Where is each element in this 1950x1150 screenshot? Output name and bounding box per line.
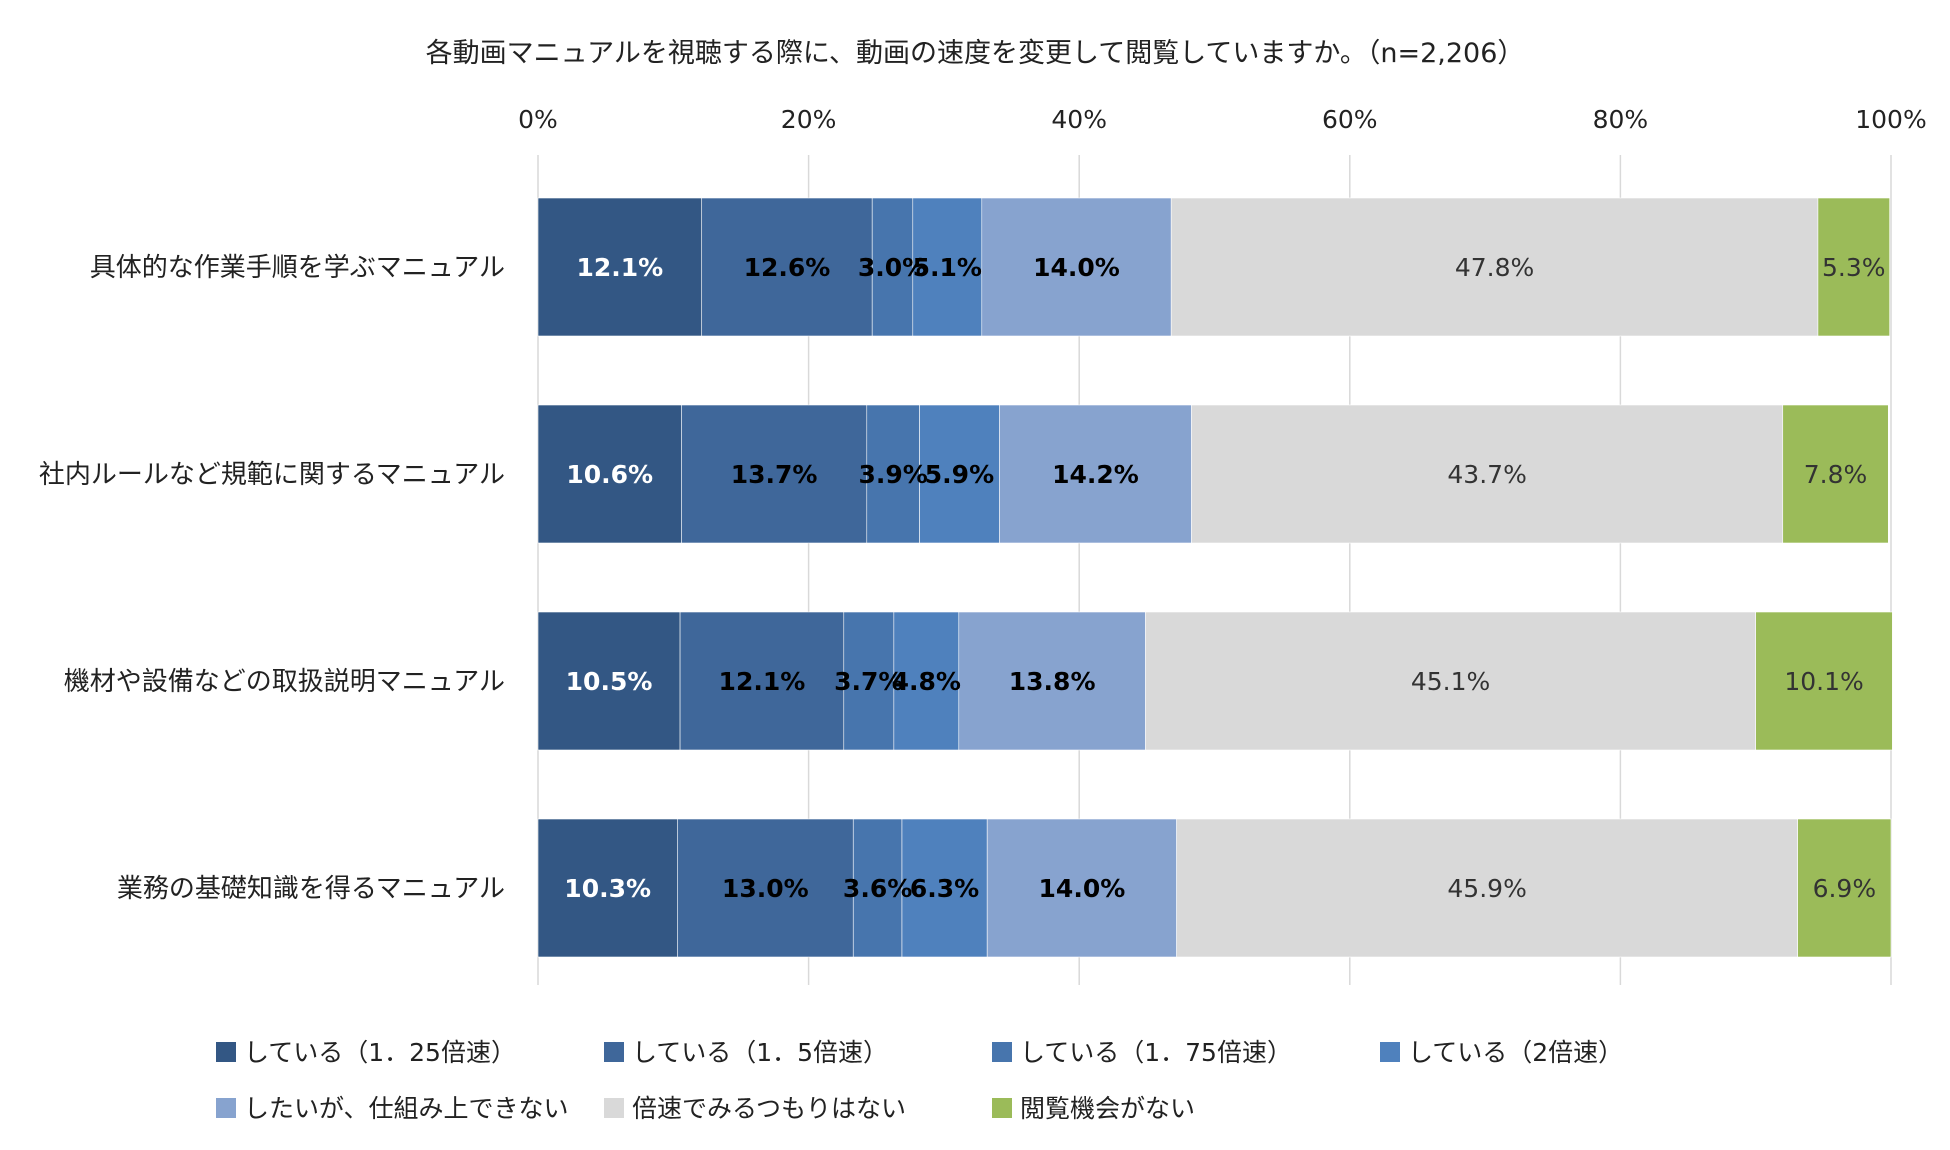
legend-layer: している（1．25倍速） している（1．5倍速） している（1．75倍速） している（… bbox=[216, 1038, 1623, 1123]
legend-label: 閲覧機会がない bbox=[1020, 1094, 1195, 1123]
labels-layer: 12.1% 12.6% 3.0%5.1% 14.0% 47.8% 5.3% 10.6% 13.… bbox=[564, 253, 1885, 903]
data-label: 13.7% bbox=[731, 460, 818, 489]
bar-segment bbox=[912, 197, 983, 337]
bar-segment bbox=[843, 611, 895, 751]
data-label: 13.8% bbox=[1009, 667, 1096, 696]
axis-layer: 0% 20% 40% 60% 80% 100% 具体的な作業手順を学ぶマニュアル社内ルールな… bbox=[39, 105, 1927, 904]
bar-segment bbox=[537, 197, 703, 337]
data-label: 45.1% bbox=[1411, 667, 1490, 696]
x-tick-label: 100% bbox=[1855, 105, 1926, 134]
data-label: 14.2% bbox=[1052, 460, 1139, 489]
data-label: 3.9% bbox=[858, 460, 927, 489]
bar-segment bbox=[677, 818, 854, 958]
legend-swatch bbox=[1380, 1042, 1400, 1062]
bar-segment bbox=[681, 404, 868, 544]
bar-segment bbox=[866, 404, 920, 544]
bar-segment bbox=[1817, 197, 1890, 337]
bar-segment bbox=[901, 818, 988, 958]
legend-label: している（2倍速） bbox=[1408, 1038, 1623, 1067]
bar-segment bbox=[1170, 197, 1819, 337]
data-label: 12.1% bbox=[576, 253, 663, 282]
bar-segment bbox=[1191, 404, 1784, 544]
data-label: 6.3% bbox=[910, 874, 979, 903]
legend-swatch bbox=[604, 1042, 624, 1062]
data-label: 7.8% bbox=[1804, 460, 1868, 489]
x-tick-label: 40% bbox=[1051, 105, 1107, 134]
data-label: 47.8% bbox=[1455, 253, 1534, 282]
data-label: 3.6% bbox=[843, 874, 912, 903]
data-label: 14.0% bbox=[1039, 874, 1126, 903]
bar-segment bbox=[999, 404, 1192, 544]
x-tick-label: 60% bbox=[1322, 105, 1378, 134]
bar-segment bbox=[1797, 818, 1892, 958]
data-label: 10.3% bbox=[564, 874, 651, 903]
bar-segment bbox=[537, 818, 678, 958]
legend-swatch bbox=[992, 1098, 1012, 1118]
data-label: 5.1% bbox=[913, 253, 982, 282]
data-label: 10.5% bbox=[566, 667, 653, 696]
data-label: 4.8% bbox=[892, 667, 961, 696]
bar-segment bbox=[919, 404, 1000, 544]
bar-segment bbox=[1176, 818, 1798, 958]
legend-label: 倍速でみるつもりはない bbox=[632, 1094, 906, 1123]
data-label: 5.3% bbox=[1822, 253, 1886, 282]
legend-label: したいが、仕組み上できない bbox=[244, 1094, 569, 1123]
data-label: 12.6% bbox=[744, 253, 831, 282]
category-label: 社内ルールなど規範に関するマニュアル bbox=[39, 460, 505, 490]
bar-segment bbox=[871, 197, 914, 337]
data-label: 13.0% bbox=[722, 874, 809, 903]
data-label: 3.7% bbox=[834, 667, 903, 696]
data-label: 43.7% bbox=[1447, 460, 1526, 489]
x-tick-label: 0% bbox=[518, 105, 558, 134]
category-label: 機材や設備などの取扱説明マニュアル bbox=[64, 667, 505, 697]
data-label: 14.0% bbox=[1033, 253, 1120, 282]
bar-segment bbox=[1755, 611, 1893, 751]
data-label: 3.0% bbox=[858, 253, 927, 282]
bar-segment bbox=[958, 611, 1146, 751]
bars-layer bbox=[537, 197, 1893, 958]
data-label: 45.9% bbox=[1447, 874, 1526, 903]
bar-segment bbox=[537, 404, 682, 544]
bar-segment bbox=[852, 818, 903, 958]
legend-swatch bbox=[216, 1042, 236, 1062]
x-tick-label: 20% bbox=[781, 105, 837, 134]
category-label: 業務の基礎知識を得るマニュアル bbox=[117, 874, 505, 904]
legend-label: している（1．5倍速） bbox=[632, 1038, 888, 1067]
bar-segment bbox=[1782, 404, 1889, 544]
data-label: 10.1% bbox=[1784, 667, 1863, 696]
bar-segment bbox=[1145, 611, 1756, 751]
x-tick-label: 80% bbox=[1593, 105, 1649, 134]
legend-label: している（1．25倍速） bbox=[244, 1038, 516, 1067]
legend-label: している（1．75倍速） bbox=[1020, 1038, 1292, 1067]
bar-segment bbox=[893, 611, 960, 751]
bar-segment bbox=[981, 197, 1172, 337]
data-label: 10.6% bbox=[566, 460, 653, 489]
data-label: 5.9% bbox=[925, 460, 994, 489]
data-label: 6.9% bbox=[1813, 874, 1877, 903]
legend-swatch bbox=[992, 1042, 1012, 1062]
data-label: 12.1% bbox=[719, 667, 806, 696]
bar-segment bbox=[986, 818, 1177, 958]
legend-swatch bbox=[216, 1098, 236, 1118]
category-label: 具体的な作業手順を学ぶマニュアル bbox=[90, 253, 505, 283]
legend-swatch bbox=[604, 1098, 624, 1118]
chart-title: 各動画マニュアルを視聴する際に、動画の速度を変更して閲覧していますか。（n=2,… bbox=[426, 38, 1525, 69]
